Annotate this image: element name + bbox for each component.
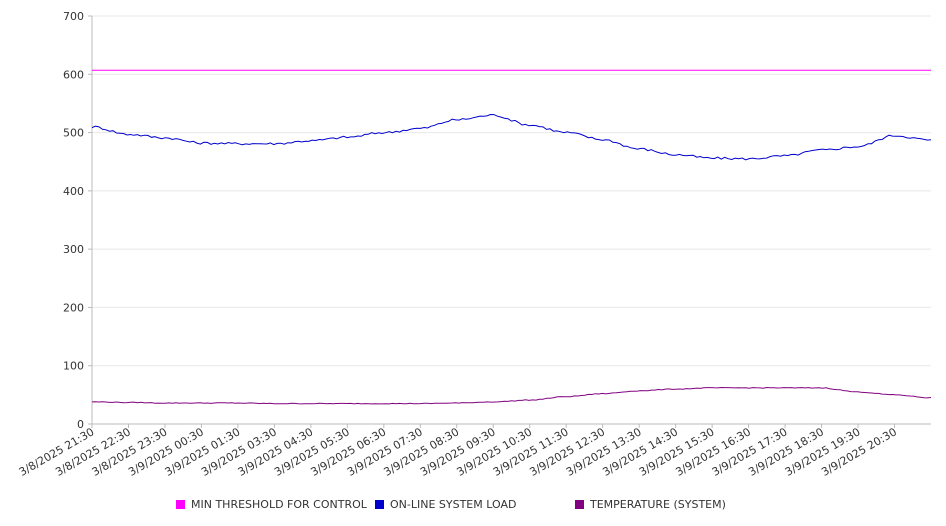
y-tick-label: 400 xyxy=(63,185,84,198)
y-tick-label: 100 xyxy=(63,360,84,373)
y-axis-ticks: 0 100 200 300 400 500 600 700 xyxy=(63,10,92,431)
legend-label: ON-LINE SYSTEM LOAD xyxy=(390,498,517,511)
y-tick-label: 200 xyxy=(63,301,84,314)
y-tick-label: 0 xyxy=(77,418,84,431)
series-lines xyxy=(91,69,932,405)
y-tick-label: 500 xyxy=(63,127,84,140)
legend-item-system-load: ON-LINE SYSTEM LOAD xyxy=(375,498,516,511)
y-tick-label: 600 xyxy=(63,68,84,81)
legend-swatch xyxy=(375,500,384,509)
axes xyxy=(91,16,931,425)
series-line-system-load xyxy=(91,113,932,161)
legend-label: TEMPERATURE (SYSTEM) xyxy=(590,498,726,511)
gridlines xyxy=(92,15,931,367)
y-tick-label: 700 xyxy=(63,10,84,23)
legend-swatch xyxy=(575,500,584,509)
legend-item-temperature: TEMPERATURE (SYSTEM) xyxy=(575,498,726,511)
y-tick-label: 300 xyxy=(63,243,84,256)
legend-item-min-threshold: MIN THRESHOLD FOR CONTROL xyxy=(176,498,367,511)
legend: MIN THRESHOLD FOR CONTROL ON-LINE SYSTEM… xyxy=(0,498,946,514)
series-line-temperature xyxy=(91,386,932,405)
x-axis-ticks: 3/8/2025 21:303/8/2025 22:303/8/2025 23:… xyxy=(17,424,899,479)
legend-label: MIN THRESHOLD FOR CONTROL xyxy=(191,498,367,511)
legend-swatch xyxy=(176,500,185,509)
